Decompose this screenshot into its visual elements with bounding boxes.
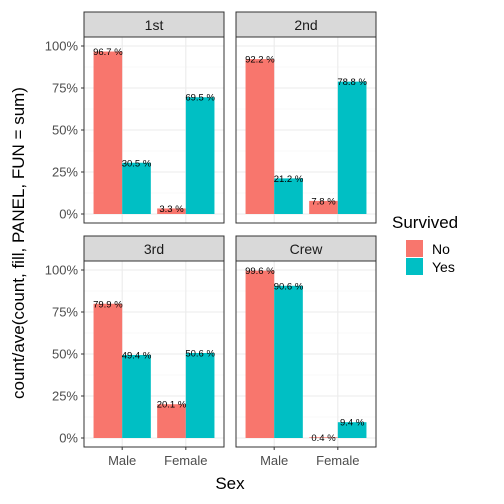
panel-2nd: 2nd 92.2 % 7.8 % 21.2 % 78.8 % [235, 11, 377, 224]
panel-3rd: 3rd 79.9 % 20.1 % 49.4 % 50.6 % 0% 25% 50% 75% 10… [45, 235, 225, 468]
bar-1st-male-yes [122, 162, 151, 214]
bar-label-1st-male-no: 96.7 % [93, 47, 123, 58]
legend-label-no: No [432, 241, 450, 257]
panel-1st: 1st 96.7 % 3.3 % 30.5 % 69.5 % 0% 25% 50% 75% 100… [45, 11, 225, 224]
y-tick-label: 75% [52, 305, 78, 320]
bar-label-1st-female-yes: 69.5 % [185, 93, 215, 104]
strip-crew [235, 235, 377, 262]
bar-2nd-male-no [245, 59, 275, 214]
bar-crew-female-no [309, 437, 338, 438]
bar-2nd-male-yes [274, 178, 303, 214]
bar-2nd-female-yes [337, 81, 367, 214]
bar-2nd-female-no [309, 200, 338, 214]
strip-label-crew: Crew [290, 241, 324, 257]
legend: Survived No Yes [392, 213, 458, 275]
bar-label-2nd-male-no: 92.2 % [245, 55, 275, 66]
strip-label-1st: 1st [145, 17, 164, 33]
bar-label-3rd-male-yes: 49.4 % [122, 351, 152, 362]
x-tick-label: Female [316, 453, 359, 468]
bar-1st-female-no [157, 208, 186, 214]
y-axis-title: count/ave(count, fill, PANEL, FUN = sum) [9, 87, 28, 399]
bar-label-1st-male-yes: 30.5 % [122, 158, 152, 169]
y-tick-label: 25% [52, 165, 78, 180]
legend-label-yes: Yes [432, 259, 455, 275]
bar-label-2nd-female-yes: 78.8 % [337, 77, 367, 88]
legend-title: Survived [392, 213, 458, 232]
bar-label-crew-female-yes: 9.4 % [340, 418, 365, 429]
panel-crew: Crew 99.6 % 0.4 % 90.6 % 9.4 % Male Female [235, 235, 377, 468]
bar-1st-male-no [93, 51, 123, 214]
y-tick-label: 75% [52, 81, 78, 96]
bar-label-crew-female-no: 0.4 % [311, 433, 336, 444]
panel-border-2nd [235, 36, 377, 224]
bar-crew-female-yes [337, 422, 367, 438]
strip-label-3rd: 3rd [144, 241, 164, 257]
bar-label-crew-male-no: 99.6 % [245, 266, 275, 277]
bar-3rd-male-yes [122, 355, 151, 438]
bar-label-3rd-female-no: 20.1 % [157, 400, 187, 411]
y-tick-label: 50% [52, 123, 78, 138]
y-tick-label: 100% [45, 263, 79, 278]
bar-3rd-female-no [157, 404, 186, 438]
bar-label-crew-male-yes: 90.6 % [274, 281, 304, 292]
x-tick-label: Male [260, 453, 288, 468]
bar-1st-female-yes [185, 97, 215, 214]
panel-border-crew [235, 260, 377, 448]
y-tick-label: 100% [45, 39, 79, 54]
bar-label-1st-female-no: 3.3 % [159, 204, 184, 215]
legend-key-no [406, 240, 423, 257]
strip-1st [83, 11, 225, 38]
x-tick-label: Female [164, 453, 207, 468]
bar-label-2nd-male-yes: 21.2 % [274, 174, 304, 185]
x-axis-title: Sex [215, 474, 245, 493]
y-tick-label: 0% [59, 207, 78, 222]
bar-3rd-female-yes [185, 352, 215, 438]
x-tick-label: Male [108, 453, 136, 468]
strip-label-2nd: 2nd [294, 17, 317, 33]
y-tick-label: 0% [59, 431, 78, 446]
strip-2nd [235, 11, 377, 38]
panels-layer: 1st 96.7 % 3.3 % 30.5 % 69.5 % 0% 25% 50% 75% 100… [45, 11, 377, 468]
legend-key-yes [406, 258, 423, 275]
bar-crew-male-yes [274, 285, 303, 438]
bar-label-3rd-female-yes: 50.6 % [185, 348, 215, 359]
bar-3rd-male-no [93, 303, 123, 438]
bar-label-2nd-female-no: 7.8 % [311, 196, 336, 207]
y-tick-label: 25% [52, 389, 78, 404]
strip-3rd [83, 235, 225, 262]
bar-label-3rd-male-no: 79.9 % [93, 299, 123, 310]
bar-crew-male-no [245, 270, 275, 438]
y-tick-label: 50% [52, 347, 78, 362]
